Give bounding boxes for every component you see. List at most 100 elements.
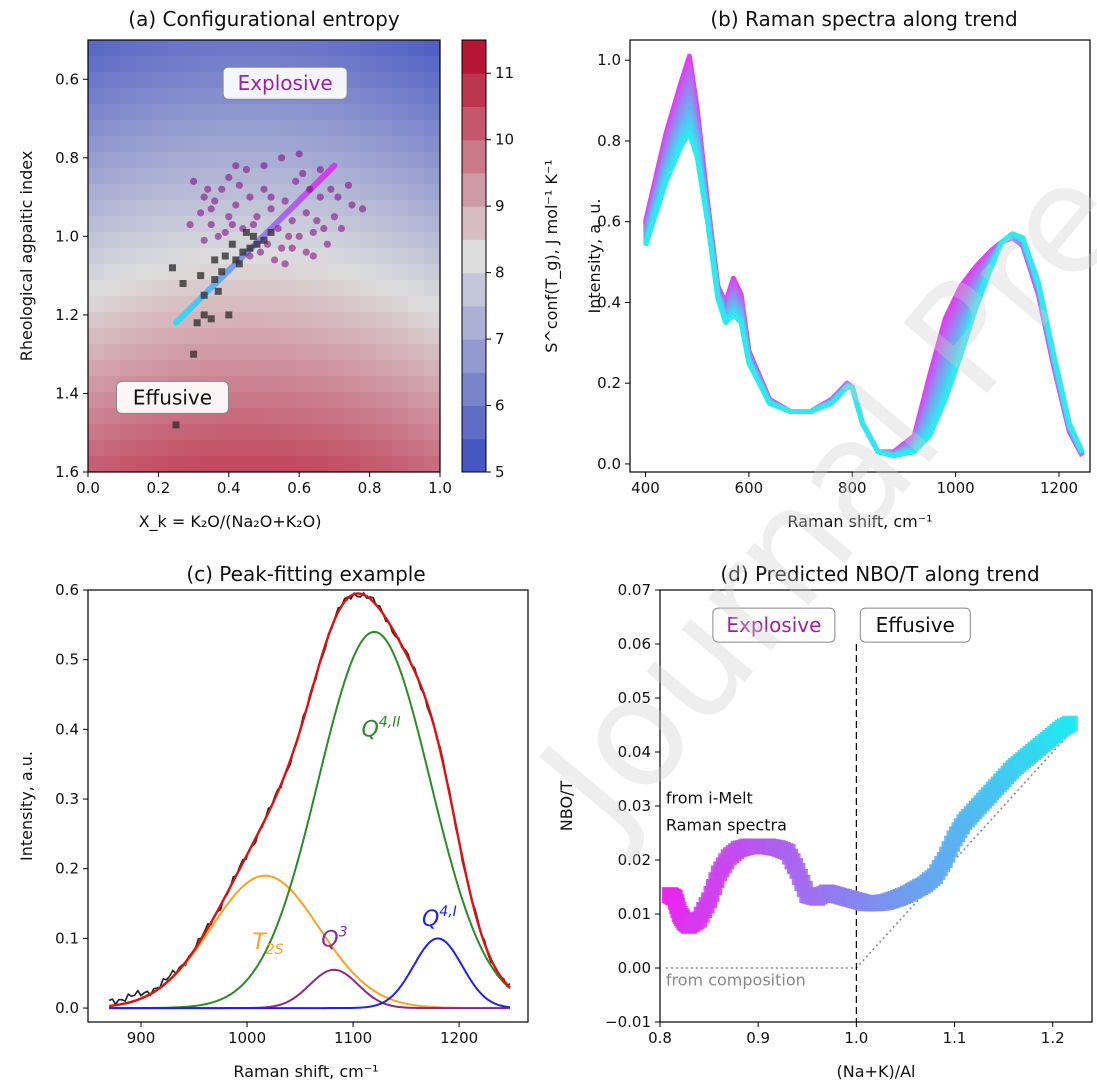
- annotation-label: Explosive: [726, 613, 821, 637]
- heatmap-cell: [200, 296, 217, 313]
- heatmap-cell: [424, 328, 440, 345]
- heatmap-cell: [120, 296, 137, 313]
- heatmap-cell: [328, 232, 345, 249]
- colorbar-level: [462, 339, 486, 373]
- heatmap-cell: [296, 392, 313, 409]
- heatmap-cell: [360, 136, 377, 153]
- heatmap-cell: [424, 440, 440, 457]
- sample-square-marker: [179, 279, 187, 287]
- heatmap-cell: [232, 376, 249, 393]
- a-xtick-label-1: 0.2: [146, 479, 170, 497]
- heatmap-cell: [280, 408, 297, 425]
- heatmap-cell: [328, 264, 345, 281]
- sample-circle-marker: [260, 162, 268, 170]
- annotation-box: [859, 607, 971, 643]
- sample-circle-marker: [253, 213, 261, 221]
- heatmap-cell: [392, 344, 409, 361]
- heatmap-cell: [136, 232, 153, 249]
- sample-circle-marker: [200, 193, 208, 201]
- heatmap-cell: [392, 72, 409, 89]
- heatmap-cell: [392, 408, 409, 425]
- heatmap-cell: [376, 280, 393, 297]
- sample-circle-marker: [246, 193, 254, 201]
- heatmap-cell: [200, 120, 217, 137]
- c-xtick-label-3: 1200: [440, 1029, 478, 1047]
- heatmap-cell: [376, 232, 393, 249]
- heatmap-cell: [200, 168, 217, 185]
- heatmap-cell: [408, 440, 425, 457]
- heatmap-cell: [376, 40, 393, 57]
- heatmap-cell: [344, 104, 361, 121]
- heatmap-cell: [216, 360, 233, 377]
- annotation-box: [712, 607, 836, 643]
- heatmap-cell: [408, 200, 425, 217]
- colorbar-frame: [461, 39, 487, 473]
- heatmap-cell: [120, 152, 137, 169]
- watermark: Journal Pre-proofs: [503, 0, 1097, 868]
- a-ytick-label-4: 1.4: [55, 384, 79, 402]
- panel-d-ylabel: NBO/T: [557, 781, 576, 832]
- heatmap-cell: [248, 152, 265, 169]
- sample-square-marker: [235, 260, 243, 268]
- heatmap-cell: [376, 296, 393, 313]
- sample-square-marker: [228, 240, 236, 248]
- panel-a-xlabel: X_k = K₂O/(Na₂O+K₂O): [139, 512, 322, 532]
- heatmap-cell: [136, 280, 153, 297]
- heatmap-cell: [264, 376, 281, 393]
- heatmap-cell: [152, 152, 169, 169]
- heatmap-cell: [168, 184, 185, 201]
- heatmap-cell: [216, 40, 233, 57]
- heatmap-cell: [136, 136, 153, 153]
- heatmap-cell: [280, 312, 297, 329]
- panel-b-xlabel: Raman shift, cm⁻¹: [787, 512, 932, 531]
- heatmap-cell: [120, 280, 137, 297]
- heatmap-cell: [344, 296, 361, 313]
- heatmap-cell: [104, 328, 121, 345]
- heatmap-cell: [392, 440, 409, 457]
- heatmap-cell: [408, 88, 425, 105]
- heatmap-cell: [104, 344, 121, 361]
- heatmap-cell: [312, 344, 329, 361]
- heatmap-cell: [88, 136, 105, 153]
- c-ytick-label-6: 0.6: [55, 581, 79, 599]
- heatmap-cell: [424, 168, 440, 185]
- sample-square-marker: [242, 228, 250, 236]
- heatmap-cell: [136, 424, 153, 441]
- heatmap-cell: [120, 424, 137, 441]
- c-ytick-label-5: 0.5: [55, 651, 79, 669]
- heatmap-cell: [88, 264, 105, 281]
- sample-circle-marker: [334, 193, 342, 201]
- sample-circle-marker: [337, 224, 346, 233]
- heatmap-cell: [152, 104, 169, 121]
- heatmap-cell: [280, 376, 297, 393]
- heatmap-cell: [200, 456, 217, 472]
- heatmap-cell: [120, 200, 137, 217]
- heatmap-cell: [424, 408, 440, 425]
- sample-square-marker: [211, 256, 219, 264]
- sample-square-marker: [239, 248, 247, 256]
- heatmap-cell: [104, 360, 121, 377]
- heatmap-cell: [152, 248, 169, 265]
- heatmap-cell: [328, 328, 345, 345]
- heatmap-cell: [392, 328, 409, 345]
- fitted-peak-line: [109, 630, 511, 1010]
- heatmap-cell: [280, 296, 297, 313]
- heatmap-cell: [376, 184, 393, 201]
- heatmap-cell: [376, 72, 393, 89]
- sample-circle-marker: [214, 232, 222, 240]
- d-ytick-label-0: −0.01: [605, 1013, 651, 1031]
- heatmap-cell: [152, 264, 169, 281]
- heatmap-cell: [232, 344, 249, 361]
- heatmap-cell: [184, 200, 201, 217]
- peak-label-main: Q: [362, 717, 379, 742]
- heatmap-cell: [104, 408, 121, 425]
- sample-circle-marker: [232, 162, 240, 170]
- heatmap-cell: [360, 216, 377, 233]
- heatmap-cell: [408, 408, 425, 425]
- heatmap-cell: [232, 136, 249, 153]
- heatmap-cell: [136, 360, 153, 377]
- heatmap-cell: [248, 408, 265, 425]
- a-ytick-label-2: 1.0: [55, 227, 79, 245]
- heatmap-cell: [360, 88, 377, 105]
- heatmap-cell: [120, 136, 137, 153]
